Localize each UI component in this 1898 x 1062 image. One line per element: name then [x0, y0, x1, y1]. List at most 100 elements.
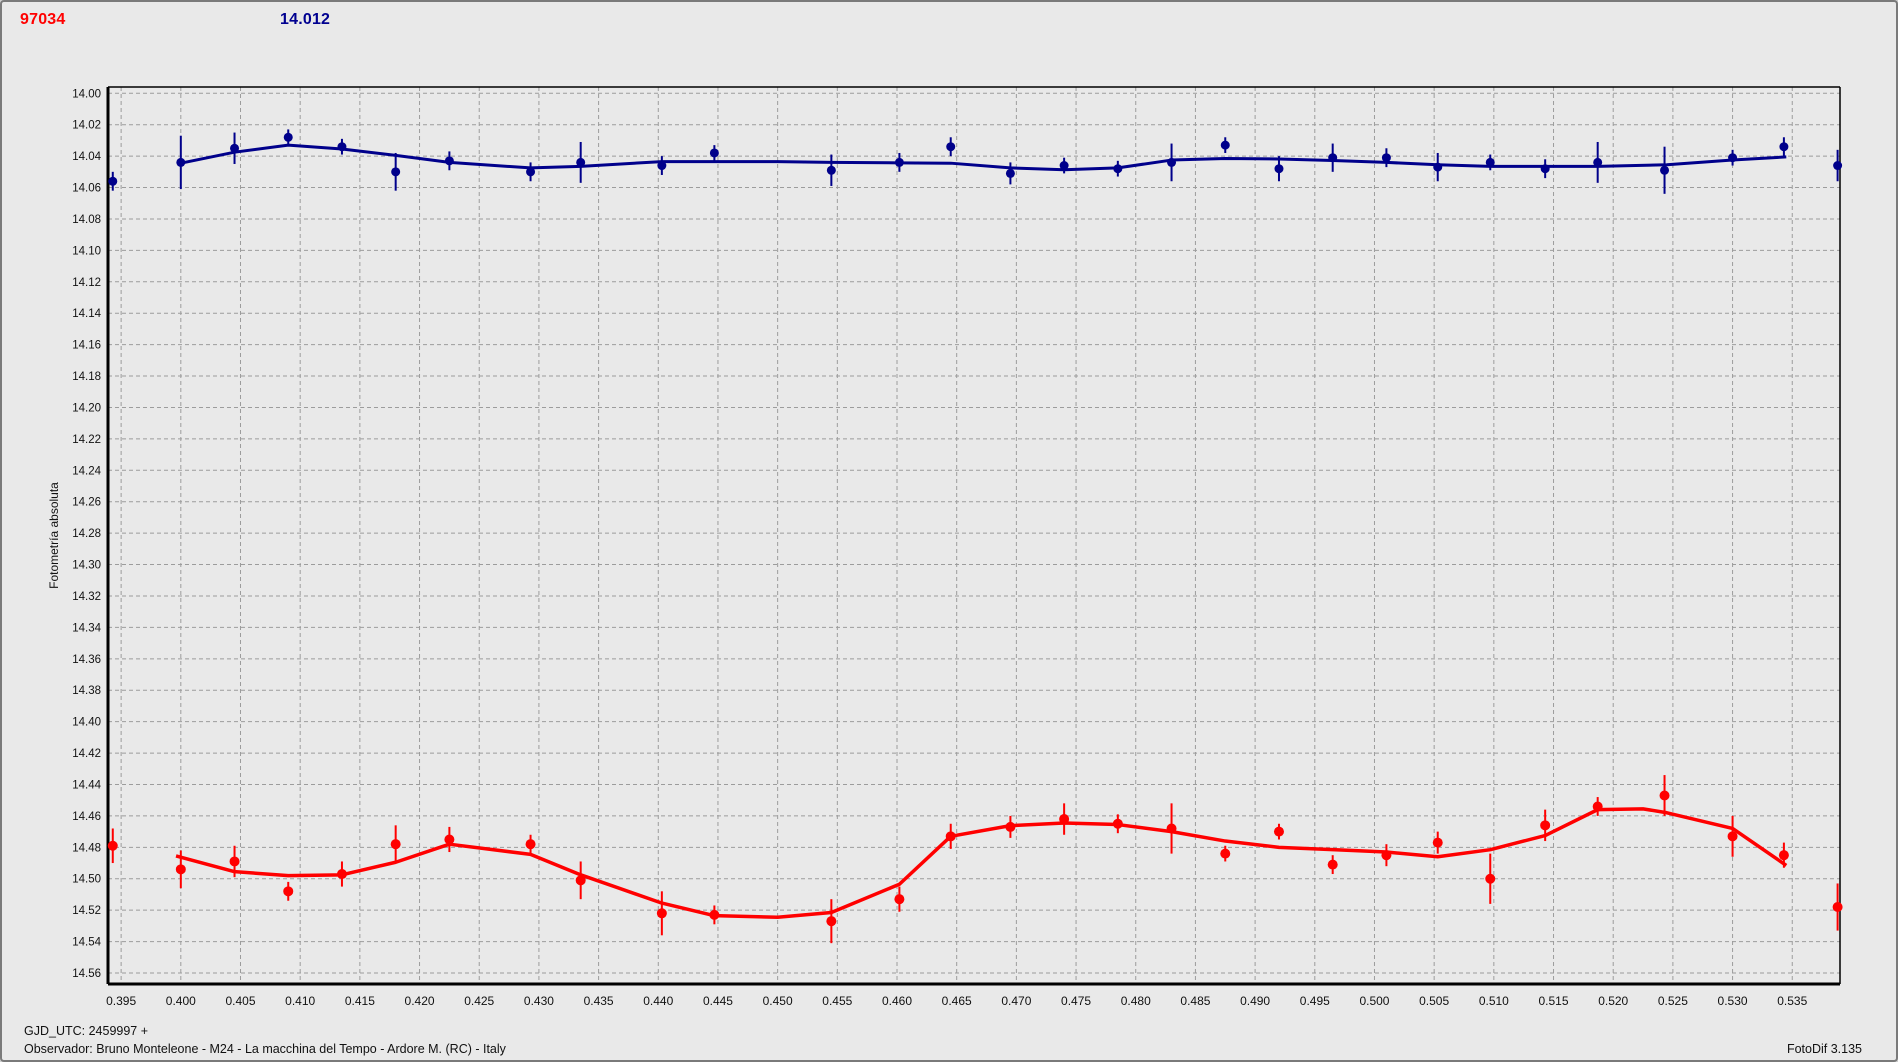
data-point: [1167, 157, 1177, 167]
data-point: [894, 157, 904, 167]
svg-text:14.44: 14.44: [72, 779, 101, 791]
data-point: [1112, 818, 1123, 829]
svg-text:0.420: 0.420: [405, 994, 435, 1008]
svg-text:0.500: 0.500: [1359, 994, 1389, 1008]
data-point: [1832, 902, 1843, 913]
data-point: [1485, 157, 1495, 167]
svg-text:0.470: 0.470: [1001, 994, 1031, 1008]
svg-text:14.46: 14.46: [72, 811, 101, 823]
svg-text:14.52: 14.52: [72, 905, 101, 917]
svg-text:14.22: 14.22: [72, 434, 101, 446]
data-point: [894, 894, 905, 905]
data-point: [1593, 157, 1603, 167]
y-axis-title: Fotometría absoluta: [47, 482, 61, 589]
data-point: [945, 831, 956, 842]
svg-text:14.16: 14.16: [72, 340, 101, 352]
svg-text:0.505: 0.505: [1419, 994, 1449, 1008]
svg-text:0.440: 0.440: [643, 994, 673, 1008]
data-point: [1381, 153, 1391, 163]
data-point: [1432, 837, 1443, 848]
svg-text:14.42: 14.42: [72, 748, 101, 760]
data-point: [1833, 161, 1843, 171]
svg-text:0.445: 0.445: [703, 994, 733, 1008]
svg-text:14.10: 14.10: [72, 245, 101, 257]
svg-text:14.38: 14.38: [72, 685, 101, 697]
svg-text:0.425: 0.425: [464, 994, 494, 1008]
svg-text:0.520: 0.520: [1598, 994, 1628, 1008]
data-point: [826, 165, 836, 175]
svg-text:0.395: 0.395: [106, 994, 136, 1008]
svg-text:14.02: 14.02: [72, 120, 101, 132]
data-point: [1220, 848, 1231, 859]
data-point: [1540, 164, 1550, 174]
data-point: [1728, 153, 1738, 163]
data-point: [175, 864, 186, 875]
svg-text:14.36: 14.36: [72, 654, 101, 666]
data-point: [176, 157, 186, 167]
data-point: [444, 156, 454, 166]
magnitude-label: 14.012: [280, 11, 331, 28]
svg-text:14.12: 14.12: [72, 277, 101, 289]
svg-text:14.18: 14.18: [72, 371, 101, 383]
svg-text:0.400: 0.400: [166, 994, 196, 1008]
svg-text:14.24: 14.24: [72, 465, 101, 477]
data-point: [107, 840, 118, 851]
svg-text:14.08: 14.08: [72, 214, 101, 226]
svg-text:14.06: 14.06: [72, 183, 101, 195]
svg-text:14.50: 14.50: [72, 874, 101, 886]
y-tick-labels: 14.00 14.02 14.04 14.06 14.08 14.10 14.12 14.14…: [72, 88, 101, 980]
svg-text:0.485: 0.485: [1180, 994, 1210, 1008]
data-point: [283, 132, 293, 142]
svg-text:0.410: 0.410: [285, 994, 315, 1008]
svg-text:14.54: 14.54: [72, 937, 101, 949]
data-point: [1166, 823, 1177, 834]
data-point: [1113, 164, 1123, 174]
data-point: [576, 157, 586, 167]
data-point: [230, 143, 240, 153]
series-asteroid-red: [107, 775, 1843, 944]
svg-text:14.56: 14.56: [72, 968, 101, 980]
svg-text:0.460: 0.460: [882, 994, 912, 1008]
svg-text:14.00: 14.00: [72, 88, 101, 100]
svg-text:0.465: 0.465: [942, 994, 972, 1008]
data-point: [1381, 850, 1392, 861]
data-point: [337, 142, 347, 152]
svg-text:14.26: 14.26: [72, 497, 101, 509]
data-point: [1059, 814, 1070, 825]
svg-text:0.450: 0.450: [763, 994, 793, 1008]
grid: [108, 87, 1840, 984]
data-point: [336, 869, 347, 880]
data-point: [1274, 164, 1284, 174]
object-id-label: 97034: [20, 11, 66, 28]
svg-text:0.405: 0.405: [225, 994, 255, 1008]
svg-text:14.04: 14.04: [72, 151, 101, 163]
x-tick-labels: 0.395 0.400 0.405 0.410 0.415 0.420 0.425 0.430…: [106, 994, 1807, 1008]
data-point: [1273, 826, 1284, 837]
svg-text:0.490: 0.490: [1240, 994, 1270, 1008]
data-point: [1779, 142, 1789, 152]
svg-text:0.430: 0.430: [524, 994, 554, 1008]
gjd-utc-label: GJD_UTC: 2459997 +: [24, 1024, 149, 1038]
svg-text:0.530: 0.530: [1718, 994, 1748, 1008]
svg-text:14.32: 14.32: [72, 591, 101, 603]
data-point: [946, 142, 956, 152]
data-point: [444, 834, 455, 845]
plot-frame: [106, 86, 1841, 986]
svg-text:0.475: 0.475: [1061, 994, 1091, 1008]
fit-curve: [175, 807, 1788, 919]
data-point: [657, 161, 667, 171]
series-comparison-blue: [108, 129, 1843, 194]
data-point: [1540, 820, 1551, 831]
svg-text:0.510: 0.510: [1479, 994, 1509, 1008]
data-point: [1005, 168, 1015, 178]
data-point: [1328, 153, 1338, 163]
svg-text:0.495: 0.495: [1300, 994, 1330, 1008]
svg-text:14.28: 14.28: [72, 528, 101, 540]
svg-text:0.435: 0.435: [584, 994, 614, 1008]
svg-text:0.415: 0.415: [345, 994, 375, 1008]
svg-text:0.515: 0.515: [1539, 994, 1569, 1008]
light-curve-chart: 14.00 14.02 14.04 14.06 14.08 14.10 14.12 14.14…: [47, 86, 1843, 1008]
svg-text:14.34: 14.34: [72, 622, 101, 634]
observer-label: Observador: Bruno Monteleone - M24 - La …: [24, 1042, 506, 1056]
svg-text:0.525: 0.525: [1658, 994, 1688, 1008]
